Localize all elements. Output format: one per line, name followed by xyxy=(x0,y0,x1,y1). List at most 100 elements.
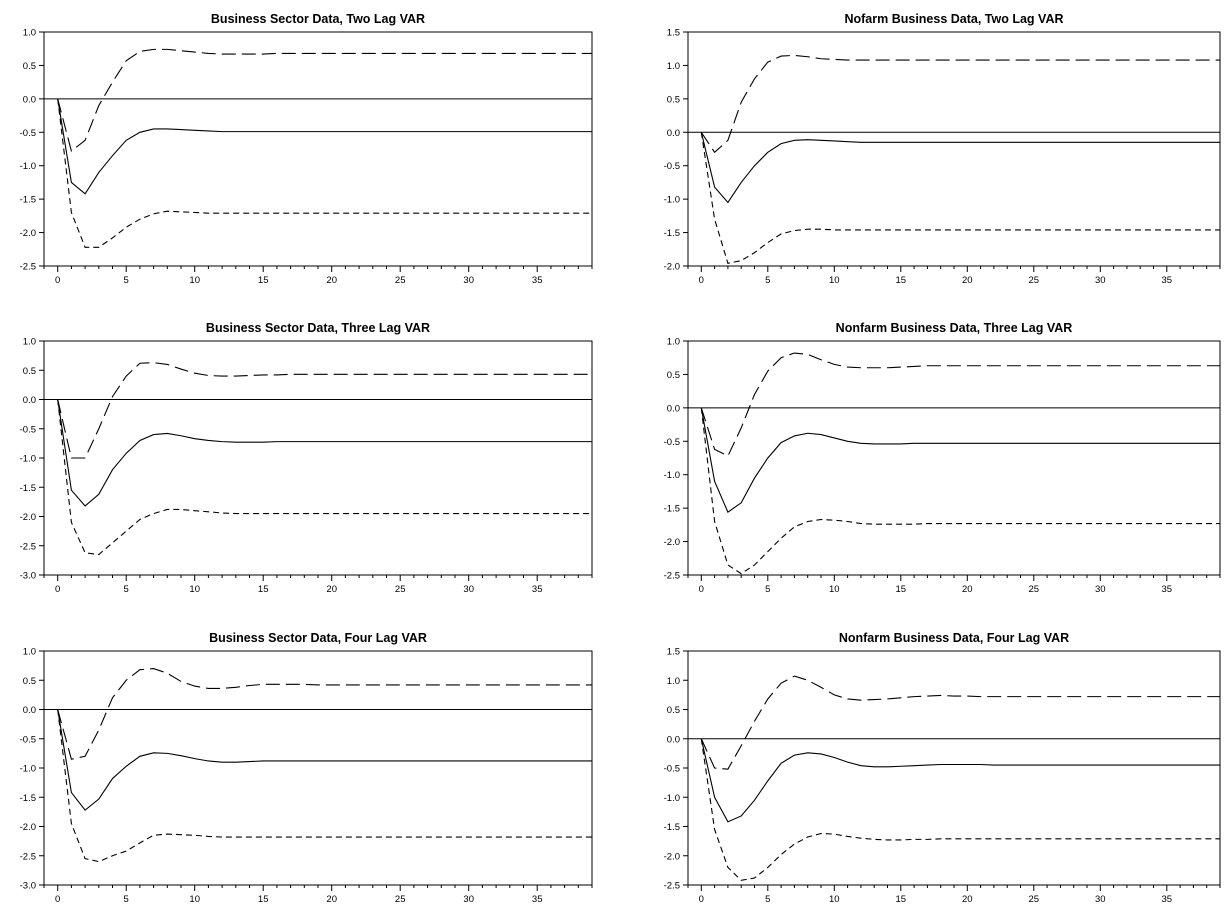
y-tick-label: -1.0 xyxy=(664,470,680,481)
y-tick-label: 0.0 xyxy=(667,403,680,414)
x-tick-label: 25 xyxy=(395,584,406,595)
x-tick-label: 15 xyxy=(896,894,907,905)
x-tick-label: 20 xyxy=(962,894,973,905)
x-tick-label: 0 xyxy=(699,894,704,905)
x-tick-label: 30 xyxy=(1095,894,1106,905)
chart-panel-5: Business Sector Data, Four Lag VAR 0 5 10 15… xyxy=(20,631,593,905)
x-tick-label: 25 xyxy=(1029,275,1040,286)
x-tick-label: 15 xyxy=(896,584,907,595)
y-tick-label: -2.5 xyxy=(664,571,680,582)
x-tick-label: 0 xyxy=(55,584,60,595)
y-tick-label: -1.0 xyxy=(20,161,36,172)
y-tick-label: 1.0 xyxy=(667,676,680,687)
y-tick-label: 1.5 xyxy=(667,28,680,39)
y-tick-label: -1.5 xyxy=(664,822,680,833)
y-tick-label: -2.0 xyxy=(664,851,680,862)
chart-title: Business Sector Data, Three Lag VAR xyxy=(206,321,430,335)
x-tick-label: 35 xyxy=(1162,584,1173,595)
y-tick-label: 0.0 xyxy=(667,734,680,745)
y-tick-label: 0.0 xyxy=(23,705,36,716)
series-line-long-dash xyxy=(700,54,1220,154)
y-tick-label: -2.5 xyxy=(20,541,36,552)
y-tick-label: 1.0 xyxy=(23,28,36,39)
x-tick-label: 35 xyxy=(532,275,543,286)
y-tick-label: 0.0 xyxy=(667,128,680,139)
y-tick-label: 0.5 xyxy=(23,676,36,687)
x-tick-label: 25 xyxy=(1029,894,1040,905)
plot-frame xyxy=(43,31,593,267)
x-tick-label: 0 xyxy=(699,584,704,595)
y-tick-label: -2.0 xyxy=(20,822,36,833)
series-line-solid xyxy=(57,98,592,195)
y-tick-label: -1.0 xyxy=(20,764,36,775)
x-tick-label: 15 xyxy=(258,584,269,595)
series-line-short-dash xyxy=(700,407,1220,575)
y-tick-label: -2.0 xyxy=(664,262,680,273)
y-tick-label: -0.5 xyxy=(664,161,680,172)
y-tick-label: -2.0 xyxy=(20,512,36,523)
x-tick-label: 35 xyxy=(532,894,543,905)
y-tick-label: -2.5 xyxy=(664,881,680,892)
y-tick-label: 1.0 xyxy=(667,61,680,72)
y-tick-label: -3.0 xyxy=(20,571,36,582)
y-tick-label: -0.5 xyxy=(664,437,680,448)
y-tick-label: 0.0 xyxy=(23,395,36,406)
x-tick-label: 20 xyxy=(326,275,337,286)
x-tick-label: 0 xyxy=(55,894,60,905)
y-tick-label: 0.5 xyxy=(23,61,36,72)
x-tick-label: 35 xyxy=(532,584,543,595)
series-line-short-dash xyxy=(57,399,592,556)
x-tick-label: 5 xyxy=(124,894,129,905)
plot-frame xyxy=(687,650,1221,886)
chart-panel-3: Business Sector Data, Three Lag VAR 0 5 10 1… xyxy=(20,321,593,595)
x-tick-label: 5 xyxy=(765,275,770,286)
x-tick-label: 5 xyxy=(124,584,129,595)
chart-title: Nofarm Business Data, Two Lag VAR xyxy=(844,12,1063,26)
y-tick-label: 1.0 xyxy=(667,337,680,348)
x-tick-label: 25 xyxy=(395,894,406,905)
chart-title: Business Sector Data, Four Lag VAR xyxy=(209,631,427,645)
series-line-solid xyxy=(700,738,1220,823)
y-tick-label: -1.0 xyxy=(664,195,680,206)
x-tick-label: 30 xyxy=(1095,584,1106,595)
series-line-long-dash xyxy=(700,675,1220,770)
series-line-short-dash xyxy=(700,738,1220,881)
y-tick-label: 0.5 xyxy=(23,366,36,377)
y-tick-label: -1.5 xyxy=(20,483,36,494)
y-tick-label: -2.0 xyxy=(664,537,680,548)
y-tick-label: 0.5 xyxy=(667,705,680,716)
y-tick-label: -0.5 xyxy=(20,424,36,435)
x-tick-label: 15 xyxy=(258,894,269,905)
y-tick-label: -0.5 xyxy=(664,764,680,775)
y-tick-label: -1.5 xyxy=(664,228,680,239)
series-line-solid xyxy=(700,132,1220,204)
x-tick-label: 10 xyxy=(189,894,200,905)
plot-frame xyxy=(43,650,593,886)
y-tick-label: -1.5 xyxy=(664,504,680,515)
x-tick-label: 15 xyxy=(258,275,269,286)
y-tick-label: -2.0 xyxy=(20,228,36,239)
series-line-long-dash xyxy=(57,362,592,459)
plot-frame xyxy=(687,31,1221,267)
series-line-short-dash xyxy=(57,709,592,863)
x-tick-label: 10 xyxy=(189,584,200,595)
y-tick-label: -2.5 xyxy=(20,262,36,273)
chart-panel-2: Nofarm Business Data, Two Lag VAR 0 5 10 15 2… xyxy=(664,12,1221,286)
x-tick-label: 30 xyxy=(463,275,474,286)
y-tick-label: 0.5 xyxy=(667,370,680,381)
x-tick-label: 10 xyxy=(829,584,840,595)
series-line-short-dash xyxy=(57,98,592,248)
x-tick-label: 0 xyxy=(55,275,60,286)
x-tick-label: 20 xyxy=(962,584,973,595)
y-tick-label: 1.0 xyxy=(23,337,36,348)
series-line-long-dash xyxy=(700,352,1220,457)
x-tick-label: 30 xyxy=(463,584,474,595)
y-tick-label: -1.0 xyxy=(664,793,680,804)
x-tick-label: 25 xyxy=(1029,584,1040,595)
y-tick-label: -0.5 xyxy=(20,734,36,745)
y-tick-label: -0.5 xyxy=(20,128,36,139)
y-tick-label: 0.0 xyxy=(23,94,36,105)
x-tick-label: 10 xyxy=(829,275,840,286)
x-tick-label: 10 xyxy=(189,275,200,286)
